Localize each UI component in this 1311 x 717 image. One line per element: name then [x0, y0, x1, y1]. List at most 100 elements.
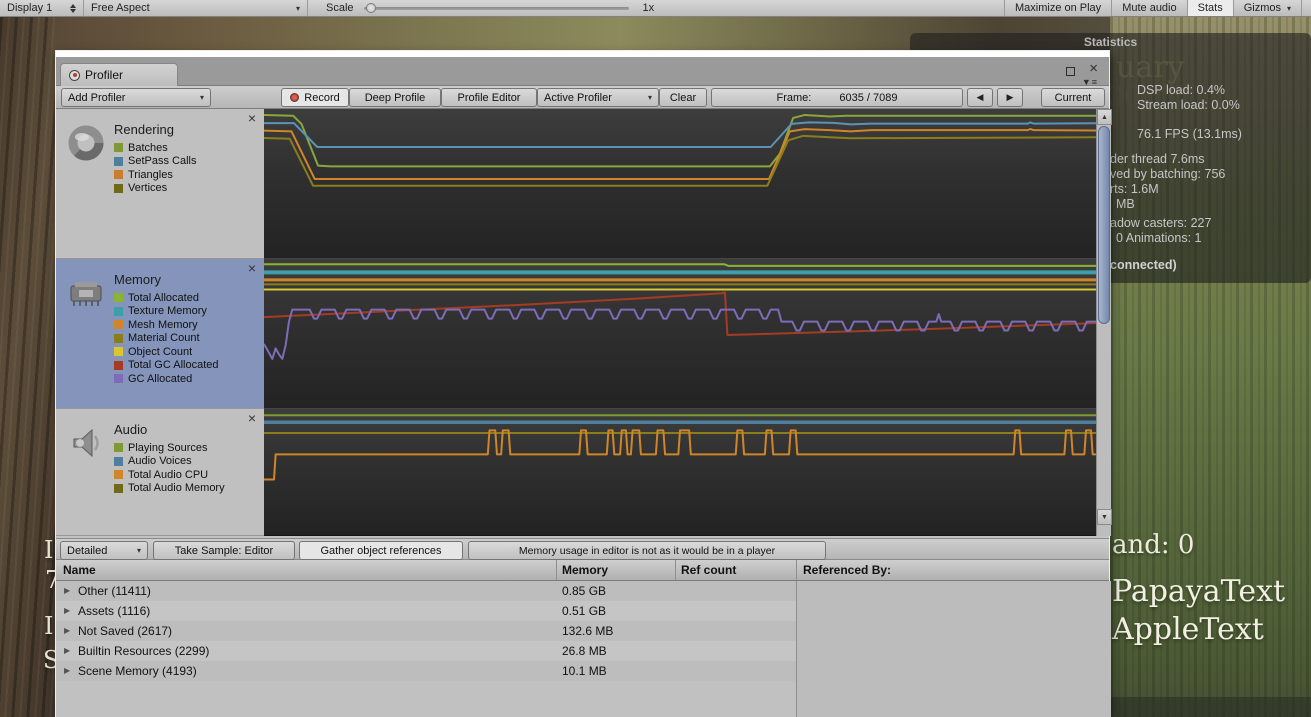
- row-name: Scene Memory (4193): [78, 664, 197, 678]
- legend-swatch: [114, 183, 123, 193]
- deep-profile-label: Deep Profile: [364, 91, 426, 104]
- row-expand-arrow-icon[interactable]: ▶: [64, 666, 71, 675]
- close-icon[interactable]: ×: [247, 410, 256, 426]
- audio-icon: [73, 428, 99, 458]
- stats-line: DSP load: 0.4%: [1137, 83, 1226, 97]
- row-expand-arrow-icon[interactable]: ▶: [64, 626, 71, 635]
- previous-frame-button[interactable]: ◀: [967, 88, 993, 107]
- next-frame-button[interactable]: ▶: [997, 88, 1023, 107]
- rendering-legend: Batches SetPass Calls Triangles Vertices: [114, 141, 196, 195]
- record-icon: [290, 93, 300, 102]
- rendering-chart[interactable]: [264, 109, 1096, 259]
- chevron-down-icon: ▾: [1286, 3, 1291, 13]
- rendering-section[interactable]: Rendering × Batches SetPass Calls Triangle…: [56, 109, 264, 259]
- legend-item[interactable]: Audio Voices: [114, 455, 225, 469]
- memory-section[interactable]: Memory × Total Allocated Texture Memory Me…: [56, 259, 264, 409]
- clear-button[interactable]: Clear: [659, 88, 707, 107]
- legend-item[interactable]: Total Audio CPU: [114, 468, 225, 482]
- row-expand-arrow-icon[interactable]: ▶: [64, 586, 71, 595]
- legend-item[interactable]: Triangles: [114, 168, 196, 182]
- close-icon[interactable]: ×: [247, 110, 256, 126]
- row-name: Not Saved (2617): [78, 624, 173, 638]
- table-row[interactable]: ▶ Other (11411) 0.85 GB: [56, 581, 796, 601]
- legend-item[interactable]: Batches: [114, 141, 196, 155]
- memory-legend: Total Allocated Texture Memory Mesh Memory…: [114, 291, 219, 386]
- aspect-selector[interactable]: Free Aspect ▾: [84, 0, 308, 16]
- legend-swatch: [114, 143, 123, 153]
- record-button[interactable]: Record: [281, 88, 349, 107]
- legend-item[interactable]: Object Count: [114, 345, 219, 359]
- audio-section[interactable]: Audio × Playing Sources Audio Voices Total…: [56, 409, 264, 536]
- legend-item[interactable]: GC Allocated: [114, 372, 219, 386]
- tab-profiler[interactable]: Profiler: [60, 63, 178, 86]
- legend-item[interactable]: Mesh Memory: [114, 318, 219, 332]
- scroll-down-icon[interactable]: ▼: [1097, 509, 1112, 525]
- scroll-up-icon[interactable]: ▲: [1097, 109, 1112, 125]
- legend-item[interactable]: Material Count: [114, 332, 219, 346]
- detail-mode-dropdown[interactable]: Detailed ▾: [60, 541, 148, 560]
- table-header: Name Memory Ref count Referenced By:: [56, 560, 1109, 581]
- profile-editor-button[interactable]: Profile Editor: [441, 88, 537, 107]
- legend-label: Object Count: [128, 345, 193, 358]
- column-header-name[interactable]: Name: [63, 563, 96, 577]
- charts-scrollbar[interactable]: ▲ ▼: [1096, 109, 1112, 536]
- display-selector-label: Display 1: [7, 2, 53, 14]
- scrollbar-thumb[interactable]: [1098, 126, 1110, 324]
- game-text-counter: and: 0: [1112, 530, 1195, 560]
- game-letter-fragment: I: [44, 536, 54, 564]
- legend-swatch: [114, 456, 123, 466]
- close-icon[interactable]: ×: [247, 260, 256, 276]
- column-header-memory[interactable]: Memory: [562, 563, 609, 577]
- window-maximize-icon[interactable]: [1066, 67, 1075, 76]
- legend-item[interactable]: Vertices: [114, 182, 196, 196]
- legend-swatch: [114, 360, 123, 370]
- table-row[interactable]: ▶ Builtin Resources (2299) 26.8 MB: [56, 641, 796, 661]
- legend-swatch: [114, 293, 123, 303]
- deep-profile-button[interactable]: Deep Profile: [349, 88, 441, 107]
- memory-usage-notice-label: Memory usage in editor is not as it woul…: [518, 544, 776, 557]
- row-expand-arrow-icon[interactable]: ▶: [64, 606, 71, 615]
- legend-item[interactable]: SetPass Calls: [114, 155, 196, 169]
- legend-item[interactable]: Total Audio Memory: [114, 482, 225, 496]
- game-view-toolbar: Display 1 Free Aspect ▾ Scale 1x Maximiz…: [0, 0, 1311, 17]
- legend-label: Batches: [128, 141, 168, 154]
- row-name: Assets (1116): [78, 604, 151, 618]
- legend-swatch: [114, 170, 123, 180]
- stats-toggle-button[interactable]: Stats: [1186, 0, 1233, 16]
- game-text-apple: AppleText: [1112, 612, 1264, 647]
- audio-chart[interactable]: [264, 409, 1096, 536]
- add-profiler-dropdown[interactable]: Add Profiler ▾: [61, 88, 211, 107]
- pane-menu-icon[interactable]: ▼≡: [1081, 77, 1098, 87]
- memory-icon: [70, 282, 102, 306]
- active-profiler-dropdown[interactable]: Active Profiler ▾: [537, 88, 659, 107]
- legend-item[interactable]: Total Allocated: [114, 291, 219, 305]
- table-row[interactable]: ▶ Assets (1116) 0.51 GB: [56, 601, 796, 621]
- display-selector[interactable]: Display 1: [0, 0, 84, 16]
- memory-chart[interactable]: [264, 259, 1096, 409]
- chevron-down-icon: ▾: [136, 546, 141, 555]
- row-memory: 10.1 MB: [562, 664, 607, 678]
- gizmos-button[interactable]: Gizmos ▾: [1232, 0, 1301, 16]
- take-sample-button[interactable]: Take Sample: Editor: [153, 541, 295, 560]
- legend-swatch: [114, 470, 123, 480]
- column-header-refcount[interactable]: Ref count: [681, 563, 737, 577]
- chevron-down-icon: ▾: [647, 93, 652, 102]
- scale-slider[interactable]: [363, 2, 629, 13]
- scale-label: Scale: [326, 2, 354, 14]
- table-row[interactable]: ▶ Not Saved (2617) 132.6 MB: [56, 621, 796, 641]
- legend-item[interactable]: Total GC Allocated: [114, 359, 219, 373]
- mute-audio-button[interactable]: Mute audio: [1111, 0, 1186, 16]
- table-row[interactable]: ▶ Scene Memory (4193) 10.1 MB: [56, 661, 796, 681]
- legend-item[interactable]: Texture Memory: [114, 305, 219, 319]
- gather-references-toggle[interactable]: Gather object references: [299, 541, 463, 560]
- window-close-icon[interactable]: ×: [1089, 60, 1098, 77]
- scale-value: 1x: [642, 2, 655, 14]
- referenced-by-pane: [796, 581, 1111, 717]
- row-expand-arrow-icon[interactable]: ▶: [64, 646, 71, 655]
- legend-item[interactable]: Playing Sources: [114, 441, 225, 455]
- current-frame-button[interactable]: Current: [1041, 88, 1105, 107]
- stats-line: rts: 1.6M: [1110, 182, 1159, 196]
- maximize-on-play-button[interactable]: Maximize on Play: [1003, 0, 1111, 16]
- scale-slider-handle[interactable]: [365, 2, 376, 13]
- memory-section-title: Memory: [114, 272, 161, 287]
